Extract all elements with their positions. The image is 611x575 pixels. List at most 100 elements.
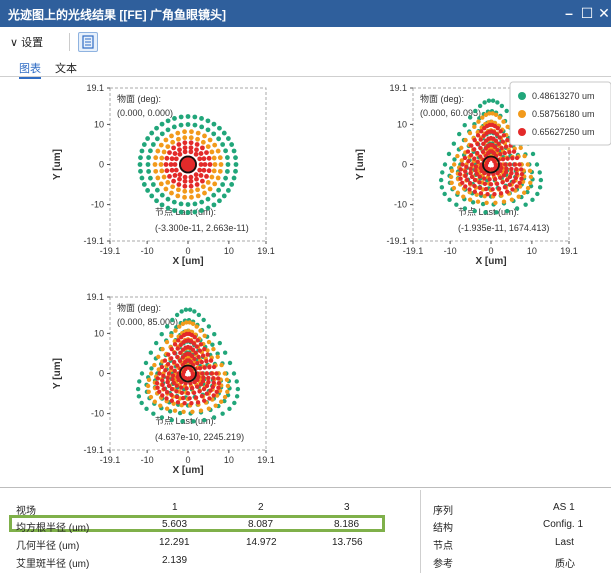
ray-point <box>216 376 221 381</box>
ray-point <box>154 187 160 193</box>
tab-text[interactable]: 文本 <box>55 63 77 75</box>
ray-point <box>233 168 238 174</box>
ray-point <box>155 385 160 390</box>
ray-point <box>149 130 155 136</box>
ray-point <box>519 171 525 177</box>
ray-point <box>153 168 159 174</box>
ray-point <box>146 155 152 160</box>
rms-3: 8.186 <box>334 519 360 530</box>
ray-point <box>487 111 492 116</box>
ray-point <box>206 168 212 174</box>
row-label-airy: 艾里斑半径 (um) <box>16 559 90 570</box>
ray-point <box>194 324 199 329</box>
minimize-button[interactable]: – <box>565 5 573 21</box>
maximize-button[interactable]: ☐ <box>580 5 594 21</box>
ray-point <box>211 415 217 420</box>
y-tick-label: 19.1 <box>86 292 104 302</box>
ray-point <box>173 328 178 333</box>
ray-point <box>208 358 214 363</box>
close-button[interactable]: ✕ <box>598 5 610 21</box>
ray-point <box>463 137 468 143</box>
ray-point <box>174 383 179 388</box>
ray-point <box>159 121 165 127</box>
ray-point <box>458 167 463 172</box>
ray-point <box>472 189 478 194</box>
ray-point <box>170 373 176 378</box>
ray-point <box>159 415 165 420</box>
ray-point <box>209 371 214 376</box>
ray-point <box>171 124 177 130</box>
ray-point <box>525 162 530 167</box>
field-angle-title: 物面 (deg): <box>420 93 464 104</box>
list-view-button[interactable] <box>78 32 98 52</box>
ray-point <box>211 202 217 208</box>
ray-point <box>500 180 505 185</box>
ray-point <box>145 136 151 141</box>
ray-point <box>501 199 507 204</box>
field-3: 3 <box>344 502 350 513</box>
spot-plot-1: 19.1 10 0 -10 -19.1-19.1 -10 0 10 19.1 X [um] Y [u… <box>52 83 275 267</box>
ray-point <box>145 188 151 193</box>
y-tick-label: 10 <box>94 119 104 129</box>
ray-point <box>494 132 500 137</box>
ray-point <box>201 375 206 380</box>
ray-point <box>530 151 536 157</box>
ray-point <box>455 153 460 159</box>
ray-point <box>197 389 202 394</box>
settings-toggle[interactable]: ∨ 设置 <box>10 37 44 49</box>
ray-point <box>149 366 154 371</box>
y-tick-label: 0 <box>99 160 104 170</box>
ray-point <box>507 174 513 180</box>
ray-point <box>188 135 194 141</box>
ray-point <box>141 142 147 147</box>
ray-point <box>504 108 509 114</box>
ray-point <box>174 389 179 394</box>
ray-point <box>164 155 170 161</box>
ray-point <box>182 183 188 189</box>
tab-chart[interactable]: 图表 <box>19 60 41 79</box>
ray-point <box>212 142 218 148</box>
ray-point <box>467 197 473 202</box>
ray-point <box>225 136 231 141</box>
ray-point <box>469 162 475 167</box>
ray-point <box>160 393 165 398</box>
ray-point <box>227 360 233 366</box>
ray-point <box>171 145 176 151</box>
ray-point <box>467 187 472 192</box>
ray-point <box>199 124 205 130</box>
ray-point <box>449 180 454 185</box>
ray-point <box>207 365 212 370</box>
ray-point <box>192 334 197 340</box>
ray-point <box>174 312 180 318</box>
field-1: 1 <box>172 502 178 513</box>
ray-point <box>225 383 231 389</box>
ray-point <box>440 170 445 175</box>
x-tick-label: 0 <box>488 246 493 256</box>
ray-point <box>223 148 228 154</box>
field-angle-value: (0.000, 60.095) <box>420 108 481 118</box>
ray-point <box>211 131 217 137</box>
ray-point <box>195 136 200 142</box>
ray-point <box>150 142 156 147</box>
ray-point <box>206 155 212 161</box>
prop-value-sequence: AS 1 <box>553 502 575 513</box>
ray-point <box>178 342 183 348</box>
ray-point <box>138 168 143 174</box>
prop-value-reference: 质心 <box>555 559 575 570</box>
ray-point <box>211 375 216 381</box>
ray-point <box>165 375 170 381</box>
ray-point <box>473 164 479 169</box>
ray-point <box>511 149 517 154</box>
legend-swatch <box>518 110 526 118</box>
ray-point <box>201 156 207 162</box>
ray-point <box>201 386 207 392</box>
ray-point <box>163 368 168 373</box>
ray-point <box>204 383 210 389</box>
ray-point <box>475 150 480 156</box>
ray-point <box>195 400 201 405</box>
rms-2: 8.087 <box>248 519 274 530</box>
ray-point <box>167 173 172 179</box>
ray-point <box>513 175 519 181</box>
ray-point <box>205 180 211 185</box>
ray-point <box>161 174 167 180</box>
